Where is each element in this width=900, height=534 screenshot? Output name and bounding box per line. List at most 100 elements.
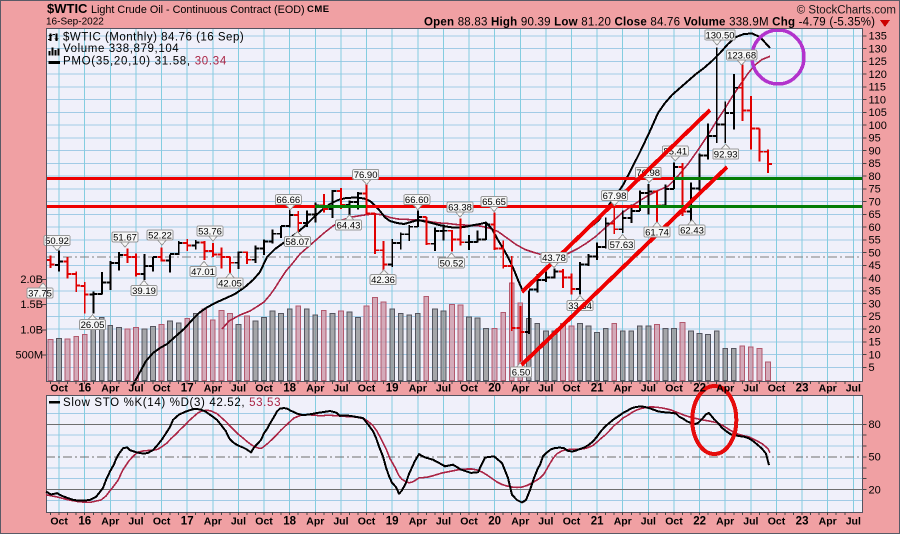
svg-text:37.75: 37.75: [28, 289, 52, 300]
svg-text:Oct: Oct: [563, 516, 581, 528]
svg-text:62.43: 62.43: [680, 226, 704, 237]
svg-text:Oct: Oct: [665, 383, 683, 395]
svg-text:16-Sep-2022: 16-Sep-2022: [46, 17, 104, 28]
svg-text:65.65: 65.65: [482, 197, 506, 208]
svg-text:Apr: Apr: [716, 383, 734, 395]
svg-text:Jul: Jul: [333, 383, 348, 395]
svg-text:Oct: Oct: [255, 383, 273, 395]
svg-text:Jul: Jul: [743, 383, 758, 395]
svg-text:85: 85: [869, 158, 881, 170]
svg-text:PMO(35,20,10) 31.58, 30.34: PMO(35,20,10) 31.58, 30.34: [63, 56, 227, 68]
svg-text:21: 21: [591, 516, 604, 528]
svg-text:64.43: 64.43: [337, 221, 361, 232]
svg-text:90: 90: [869, 145, 881, 157]
svg-text:Jul: Jul: [846, 516, 861, 528]
svg-text:6.50: 6.50: [512, 368, 531, 379]
svg-text:Apr: Apr: [306, 516, 324, 528]
svg-text:Jul: Jul: [333, 516, 348, 528]
svg-text:25: 25: [869, 311, 881, 323]
svg-text:Jul: Jul: [538, 516, 553, 528]
svg-text:53.76: 53.76: [198, 227, 222, 238]
svg-text:Light Crude Oil - Continuous C: Light Crude Oil - Continuous Contract (E…: [91, 4, 305, 16]
svg-text:60: 60: [869, 222, 881, 234]
svg-text:80: 80: [869, 419, 881, 431]
svg-text:Jul: Jul: [538, 383, 553, 395]
svg-text:Oct: Oct: [153, 383, 171, 395]
svg-text:35: 35: [869, 286, 881, 298]
svg-text:66.60: 66.60: [405, 195, 429, 206]
svg-text:47.01: 47.01: [191, 267, 215, 278]
svg-text:Oct: Oct: [255, 516, 273, 528]
svg-text:95: 95: [869, 133, 881, 145]
svg-text:Oct: Oct: [768, 383, 786, 395]
svg-text:123.68: 123.68: [727, 51, 756, 62]
svg-text:16: 16: [78, 383, 91, 395]
svg-text:Jul: Jul: [641, 383, 656, 395]
svg-text:10: 10: [869, 349, 881, 361]
svg-text:50: 50: [869, 247, 881, 259]
svg-text:500M: 500M: [15, 350, 43, 362]
svg-text:58.07: 58.07: [286, 237, 310, 248]
svg-text:Apr: Apr: [204, 383, 222, 395]
svg-text:55: 55: [869, 235, 881, 247]
svg-text:42.36: 42.36: [371, 275, 395, 286]
svg-text:105: 105: [869, 107, 887, 119]
svg-text:23: 23: [796, 383, 809, 395]
svg-text:Oct: Oct: [50, 516, 68, 528]
svg-text:Oct: Oct: [358, 383, 376, 395]
svg-text:Apr: Apr: [511, 516, 529, 528]
svg-text:18: 18: [283, 383, 296, 395]
svg-text:125: 125: [869, 56, 887, 68]
svg-text:Open 88.83 High 90.39 Low 81.2: Open 88.83 High 90.39 Low 81.20 Close 84…: [424, 16, 875, 28]
svg-text:130: 130: [869, 43, 887, 55]
svg-text:52.22: 52.22: [148, 231, 172, 242]
svg-text:Apr: Apr: [819, 383, 837, 395]
svg-text:120: 120: [869, 69, 887, 81]
svg-text:Oct: Oct: [153, 516, 171, 528]
svg-text:$WTIC: $WTIC: [47, 1, 88, 16]
svg-text:39.19: 39.19: [132, 286, 156, 297]
svg-text:Apr: Apr: [409, 383, 427, 395]
svg-text:50: 50: [869, 452, 881, 464]
svg-text:115: 115: [869, 82, 887, 94]
svg-text:Jul: Jul: [128, 383, 143, 395]
svg-text:67.98: 67.98: [603, 191, 627, 202]
svg-text:22: 22: [693, 516, 706, 528]
svg-text:Oct: Oct: [460, 383, 478, 395]
svg-text:CME: CME: [307, 4, 330, 15]
svg-text:Apr: Apr: [819, 516, 837, 528]
svg-text:Oct: Oct: [768, 516, 786, 528]
svg-text:80: 80: [869, 171, 881, 183]
svg-text:50.52: 50.52: [440, 259, 464, 270]
svg-text:42.05: 42.05: [218, 279, 242, 290]
svg-text:Apr: Apr: [204, 516, 222, 528]
svg-text:Apr: Apr: [101, 516, 119, 528]
svg-text:63.38: 63.38: [448, 203, 472, 214]
svg-text:51.67: 51.67: [113, 233, 137, 244]
svg-text:Apr: Apr: [511, 383, 529, 395]
svg-text:18: 18: [283, 516, 296, 528]
svg-text:Jul: Jul: [743, 516, 758, 528]
svg-text:19: 19: [386, 516, 399, 528]
svg-text:22: 22: [693, 383, 706, 395]
svg-text:5: 5: [869, 362, 875, 374]
svg-text:76.90: 76.90: [354, 170, 378, 181]
svg-text:Oct: Oct: [665, 516, 683, 528]
svg-text:20: 20: [869, 324, 881, 336]
svg-text:Oct: Oct: [563, 383, 581, 395]
svg-text:110: 110: [869, 94, 887, 106]
svg-text:66.66: 66.66: [276, 195, 300, 206]
svg-text:2.0B: 2.0B: [20, 274, 43, 286]
svg-text:19: 19: [386, 383, 399, 395]
svg-text:20: 20: [488, 383, 501, 395]
svg-text:50.92: 50.92: [45, 236, 69, 247]
svg-text:Jul: Jul: [231, 383, 246, 395]
svg-text:Apr: Apr: [614, 516, 632, 528]
svg-text:Jul: Jul: [231, 516, 246, 528]
svg-text:17: 17: [181, 383, 194, 395]
svg-text:Jul: Jul: [436, 383, 451, 395]
svg-text:20: 20: [488, 516, 501, 528]
svg-text:Volume 338,879,104: Volume 338,879,104: [63, 43, 179, 55]
svg-text:Apr: Apr: [101, 383, 119, 395]
svg-text:57.63: 57.63: [610, 240, 634, 251]
